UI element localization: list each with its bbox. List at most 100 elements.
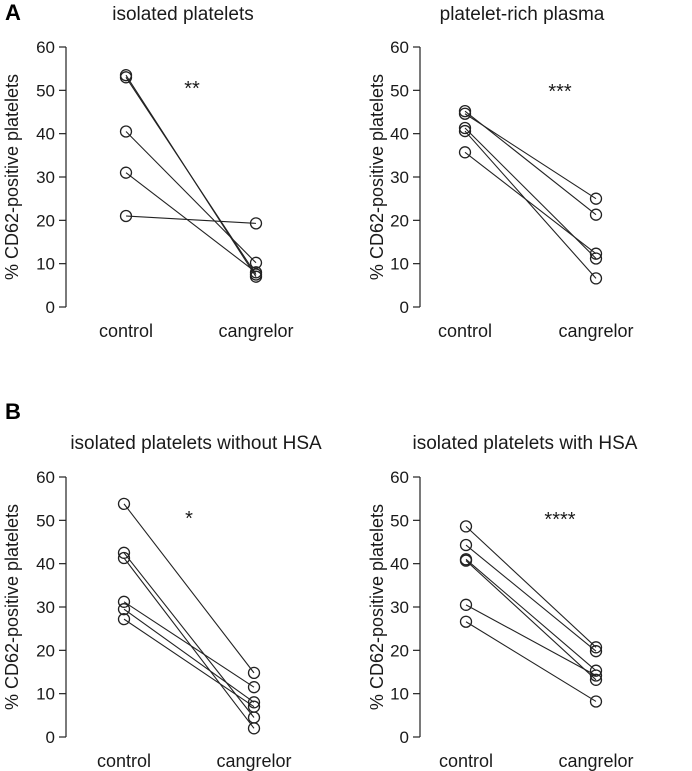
panel-label-a: A [5,0,21,25]
cangrelor-point [249,217,263,230]
y-tick-label: 20 [390,641,409,660]
y-axis-label: % CD62-positive platelets [367,504,387,710]
y-tick-label: 10 [390,255,409,274]
y-tick-label: 60 [36,38,55,57]
cangrelor-point [249,266,263,279]
paired-line [464,130,597,279]
cangrelor-point [249,256,263,269]
chart-title: isolated platelets with HSA [413,433,638,454]
y-axis-label: % CD62-positive platelets [367,74,387,280]
paired-line [465,525,597,648]
cangrelor-point [247,722,261,735]
control-point [119,125,133,138]
control-point [119,209,133,223]
paired-line [465,604,597,676]
y-tick-label: 30 [36,598,55,617]
control-point [119,166,133,179]
y-tick-label: 0 [400,728,409,747]
y-tick-label: 50 [36,511,55,530]
chart-2: platelet-rich plasma 0 10 20 30 40 50 60% CD62-… [367,4,634,341]
y-tick-label: 40 [390,555,409,574]
chart-3: isolated platelets without HSA 0 10 20 30 40 5… [2,433,322,771]
y-tick-label: 40 [390,125,409,144]
paired-line [465,544,597,652]
control-point [459,598,473,611]
paired-line [123,557,255,729]
y-tick-label: 20 [36,641,55,660]
chart-title: isolated platelets without HSA [70,433,322,454]
chart-1: isolated platelets 0 10 20 30 40 50 60 % CD62-po… [2,4,294,341]
cangrelor-point [589,272,603,285]
control-point [459,520,473,533]
y-tick-label: 50 [390,81,409,100]
y-tick-label: 60 [390,38,409,57]
y-tick-label: 20 [390,211,409,230]
cangrelor-point [589,252,603,265]
cangrelor-point [247,681,261,694]
panel-label-b: B [5,399,21,424]
paired-line [464,151,597,255]
chart-title: platelet-rich plasma [440,4,605,25]
y-tick-label: 30 [390,598,409,617]
cangrelor-point [589,645,603,658]
control-point [458,107,472,120]
cangrelor-point [589,669,603,682]
x-category-label: control [438,321,492,341]
significance-marker: **** [544,509,575,531]
y-tick-label: 0 [46,298,55,317]
paired-line [125,172,257,273]
x-category-label: cangrelor [216,751,291,771]
y-axis-label: % CD62-positive platelets [2,74,22,280]
cangrelor-point [589,673,603,686]
control-point [459,554,473,567]
cangrelor-point [247,666,261,680]
control-point [117,497,131,511]
paired-line [465,621,597,702]
y-tick-label: 50 [36,81,55,100]
y-tick-label: 60 [390,468,409,487]
x-category-label: cangrelor [218,321,293,341]
cangrelor-point [589,695,603,708]
chart-4: isolated platelets with HSA 0 10 20 30 40 50 60… [367,433,638,771]
paired-line [125,77,257,275]
control-point [119,71,133,84]
y-tick-label: 0 [400,298,409,317]
x-category-label: control [99,321,153,341]
cangrelor-point [247,700,261,713]
y-tick-label: 10 [390,685,409,704]
paired-line [125,131,257,264]
control-point [117,612,131,626]
cangrelor-point [589,664,603,677]
paired-line [123,608,255,703]
y-tick-label: 60 [36,468,55,487]
x-category-label: control [439,751,493,771]
chart-title: isolated platelets [112,4,254,25]
control-point [117,603,131,616]
paired-line [465,558,597,672]
y-tick-label: 10 [36,685,55,704]
y-tick-label: 40 [36,125,55,144]
paired-line [465,560,597,681]
significance-marker: * [185,508,193,530]
y-tick-label: 50 [390,511,409,530]
y-axis-label: % CD62-positive platelets [2,504,22,710]
control-point [458,146,472,159]
control-point [458,121,472,135]
paired-line [125,215,257,224]
paired-line [123,552,255,718]
control-point [459,615,473,628]
paired-line [123,503,255,674]
cangrelor-point [589,208,603,221]
x-category-label: cangrelor [558,751,633,771]
y-tick-label: 30 [36,168,55,187]
control-point [117,551,131,565]
control-point [458,124,472,138]
significance-marker: ** [184,78,200,100]
cangrelor-point [589,247,603,260]
x-category-label: control [97,751,151,771]
cangrelor-point [589,192,603,205]
y-tick-label: 40 [36,555,55,574]
paired-line [123,618,255,708]
paired-line [123,601,255,688]
